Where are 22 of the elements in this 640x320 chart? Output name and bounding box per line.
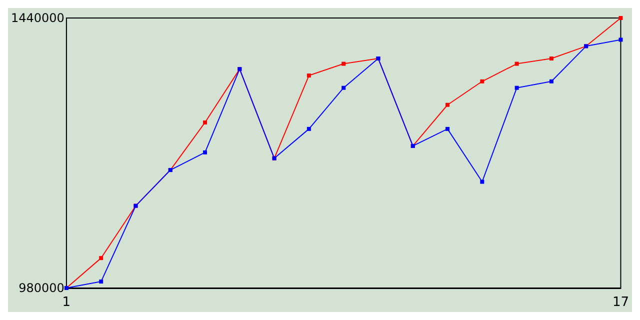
point [480,79,484,84]
point [203,150,208,154]
point [514,86,519,90]
point [446,126,450,131]
point [480,180,484,184]
point [203,120,208,124]
point [306,126,311,131]
y-tick-label: 1440000 [10,11,64,25]
point [342,86,346,90]
point [514,62,519,66]
y-tick-label: 980000 [18,281,64,295]
point [549,79,554,84]
point [99,256,104,260]
point [618,16,623,20]
point [446,102,450,107]
point [342,62,346,66]
point [618,38,623,42]
point [306,74,311,78]
x-tick-label: 17 [612,295,629,310]
point [99,280,104,284]
point [549,56,554,60]
x-tick-label: 1 [62,295,71,310]
